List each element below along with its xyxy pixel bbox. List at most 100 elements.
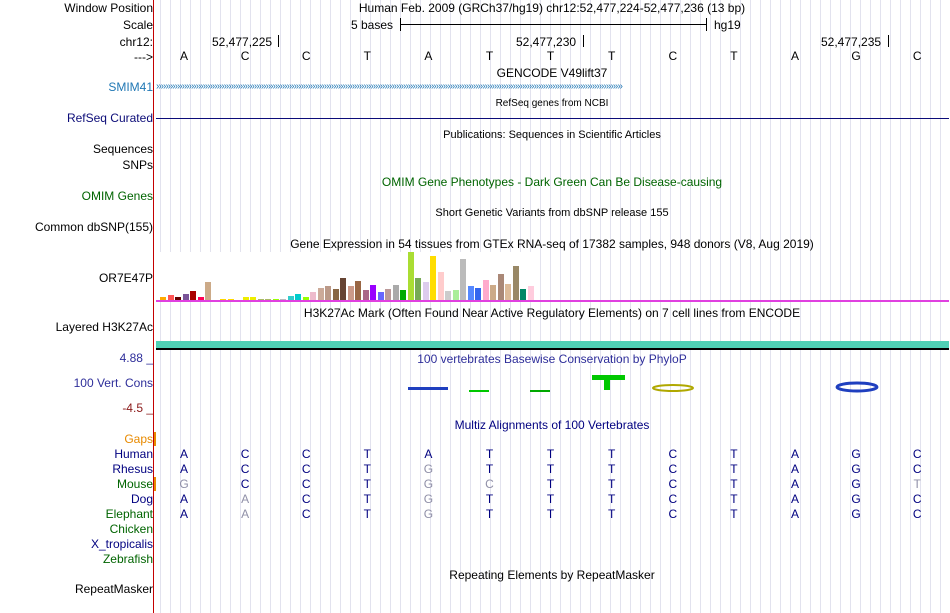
cons-max-label: 4.88 _ <box>119 351 153 365</box>
h3k27ac-label[interactable]: Layered H3K27Ac <box>55 320 153 334</box>
grid-line <box>620 0 621 613</box>
alignment-base: C <box>912 462 922 476</box>
grid-line <box>260 0 261 613</box>
reference-base: A <box>179 49 188 63</box>
gtex-tissue-bar[interactable] <box>362 290 369 300</box>
gtex-tissue-bar[interactable] <box>482 280 489 300</box>
gtex-tissue-bar[interactable] <box>295 294 302 300</box>
coord-label-1: 52,477,225 <box>212 35 273 49</box>
gtex-tissue-bar[interactable] <box>227 299 234 300</box>
species-label-zebrafish[interactable]: Zebrafish <box>102 552 153 566</box>
gtex-tissue-bar[interactable] <box>205 282 212 300</box>
scale-bar-label: 5 bases <box>351 18 394 32</box>
gaps-label[interactable]: Gaps <box>124 432 153 446</box>
gtex-tissue-bar[interactable] <box>175 297 182 300</box>
gtex-tissue-bar[interactable] <box>257 299 264 300</box>
gtex-tissue-bar[interactable] <box>160 297 167 300</box>
gtex-tissue-bar[interactable] <box>422 282 429 300</box>
species-label-dog[interactable]: Dog <box>130 492 153 506</box>
gtex-tissue-bar[interactable] <box>512 266 519 300</box>
smim41-label[interactable]: SMIM41 <box>108 80 153 94</box>
gtex-tissue-bar[interactable] <box>347 286 354 300</box>
refseq-gene-line[interactable] <box>156 118 949 119</box>
gtex-tissue-bar[interactable] <box>505 284 512 300</box>
gtex-tissue-bar[interactable] <box>190 291 197 300</box>
refseq-curated-label[interactable]: RefSeq Curated <box>66 111 153 125</box>
gtex-tissue-bar[interactable] <box>490 285 497 300</box>
species-label-human[interactable]: Human <box>114 447 153 461</box>
phylop-logo[interactable] <box>156 372 949 402</box>
publications-track-title: Publications: Sequences in Scientific Ar… <box>443 129 661 141</box>
chr-label: chr12: <box>119 35 153 49</box>
grid-line <box>510 0 511 613</box>
cons-min-label: -4.5 _ <box>122 401 153 415</box>
gtex-tissue-bar[interactable] <box>332 289 339 300</box>
grid-line <box>570 0 571 613</box>
gtex-tissue-bar[interactable] <box>325 286 332 300</box>
smim41-gene-feature[interactable]: ››››››››››››››››››››››››››››››››››››››››… <box>156 82 623 92</box>
gtex-tissue-bar[interactable] <box>287 296 294 300</box>
gtex-tissue-bar[interactable] <box>445 291 452 300</box>
gtex-tissue-bar[interactable] <box>280 299 287 300</box>
alignment-base: C <box>668 492 678 506</box>
species-label-rhesus[interactable]: Rhesus <box>112 462 153 476</box>
gtex-tissue-bar[interactable] <box>167 295 174 300</box>
gtex-tissue-bar[interactable] <box>317 288 324 300</box>
snps-label[interactable]: SNPs <box>122 158 153 172</box>
species-label-elephant[interactable]: Elephant <box>105 507 153 521</box>
alignment-base: A <box>424 447 433 461</box>
gtex-tissue-bar[interactable] <box>437 272 444 300</box>
gtex-tissue-bar[interactable] <box>310 292 317 300</box>
scale-label: Scale <box>122 18 153 32</box>
gtex-tissue-bar[interactable] <box>460 259 467 300</box>
grid-line <box>500 0 501 613</box>
gtex-tissue-bar[interactable] <box>377 292 384 300</box>
vert-cons-label[interactable]: 100 Vert. Cons <box>73 376 153 390</box>
gtex-tissue-bar[interactable] <box>497 274 504 300</box>
grid-line <box>180 0 181 613</box>
gtex-expression-chart[interactable] <box>156 252 534 300</box>
gtex-tissue-bar[interactable] <box>182 294 189 300</box>
alignment-base: C <box>301 462 311 476</box>
grid-line <box>880 0 881 613</box>
gtex-tissue-bar[interactable] <box>430 256 437 300</box>
alignment-base: C <box>912 492 922 506</box>
h3k27ac-signal[interactable] <box>156 341 949 348</box>
gtex-tissue-bar[interactable] <box>370 285 377 300</box>
gtex-tissue-bar[interactable] <box>400 290 407 300</box>
gtex-tissue-bar[interactable] <box>392 285 399 300</box>
gtex-tissue-bar[interactable] <box>520 289 527 300</box>
grid-line <box>520 0 521 613</box>
gtex-tissue-bar[interactable] <box>475 288 482 300</box>
grid-line <box>540 0 541 613</box>
sequences-label[interactable]: Sequences <box>92 142 153 156</box>
gtex-tissue-bar[interactable] <box>415 278 422 300</box>
gtex-gene-label[interactable]: OR7E47P <box>98 271 153 285</box>
dbsnp-label[interactable]: Common dbSNP(155) <box>34 220 153 234</box>
gtex-tissue-bar[interactable] <box>385 289 392 300</box>
gtex-tissue-bar[interactable] <box>220 299 227 300</box>
gtex-tissue-bar[interactable] <box>302 297 309 300</box>
gtex-tissue-bar[interactable] <box>272 299 279 300</box>
species-label-x_tropicalis[interactable]: X_tropicalis <box>90 537 153 551</box>
omim-genes-label[interactable]: OMIM Genes <box>81 189 153 203</box>
gtex-tissue-bar[interactable] <box>265 299 272 300</box>
species-label-mouse[interactable]: Mouse <box>116 477 153 491</box>
gtex-tissue-bar[interactable] <box>197 297 204 300</box>
gtex-tissue-bar[interactable] <box>355 281 362 300</box>
gtex-tissue-bar[interactable] <box>527 286 534 300</box>
grid-line <box>840 0 841 613</box>
gtex-tissue-bar[interactable] <box>250 297 257 300</box>
alignment-base: T <box>546 507 555 521</box>
grid-line <box>250 0 251 613</box>
gtex-tissue-bar[interactable] <box>407 252 414 300</box>
gtex-tissue-bar[interactable] <box>340 278 347 300</box>
gtex-tissue-bar[interactable] <box>467 286 474 300</box>
repeatmasker-label[interactable]: RepeatMasker <box>74 582 153 596</box>
species-label-chicken[interactable]: Chicken <box>109 522 153 536</box>
gtex-tissue-bar[interactable] <box>242 297 249 300</box>
gtex-tissue-bar[interactable] <box>452 290 459 300</box>
alignment-base: A <box>790 507 799 521</box>
h3k27ac-track-title: H3K27Ac Mark (Often Found Near Active Re… <box>303 306 801 320</box>
dbsnp-track-title: Short Genetic Variants from dbSNP releas… <box>435 207 669 219</box>
